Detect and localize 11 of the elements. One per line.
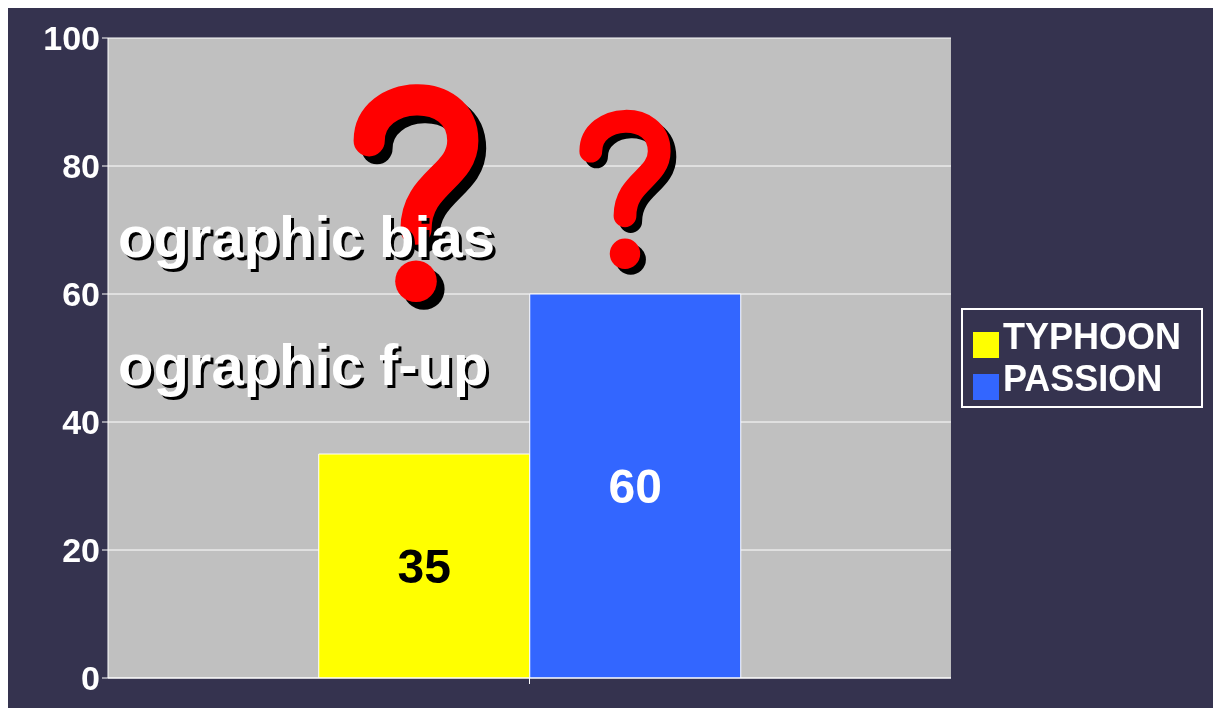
- annotation: ographic f-up: [118, 332, 489, 398]
- y-tick-label: 100: [43, 19, 100, 58]
- y-tick-label: 60: [62, 275, 100, 314]
- legend-label: TYPHOON: [1002, 316, 1181, 357]
- data-label: 35: [397, 540, 451, 594]
- y-tick-label: 80: [62, 147, 100, 186]
- y-tick-label: 40: [62, 403, 100, 442]
- data-label: 60: [608, 460, 662, 514]
- y-tick-label: 20: [62, 531, 100, 570]
- legend-label: PASSION: [1002, 358, 1163, 399]
- y-tick-label: 0: [81, 659, 100, 698]
